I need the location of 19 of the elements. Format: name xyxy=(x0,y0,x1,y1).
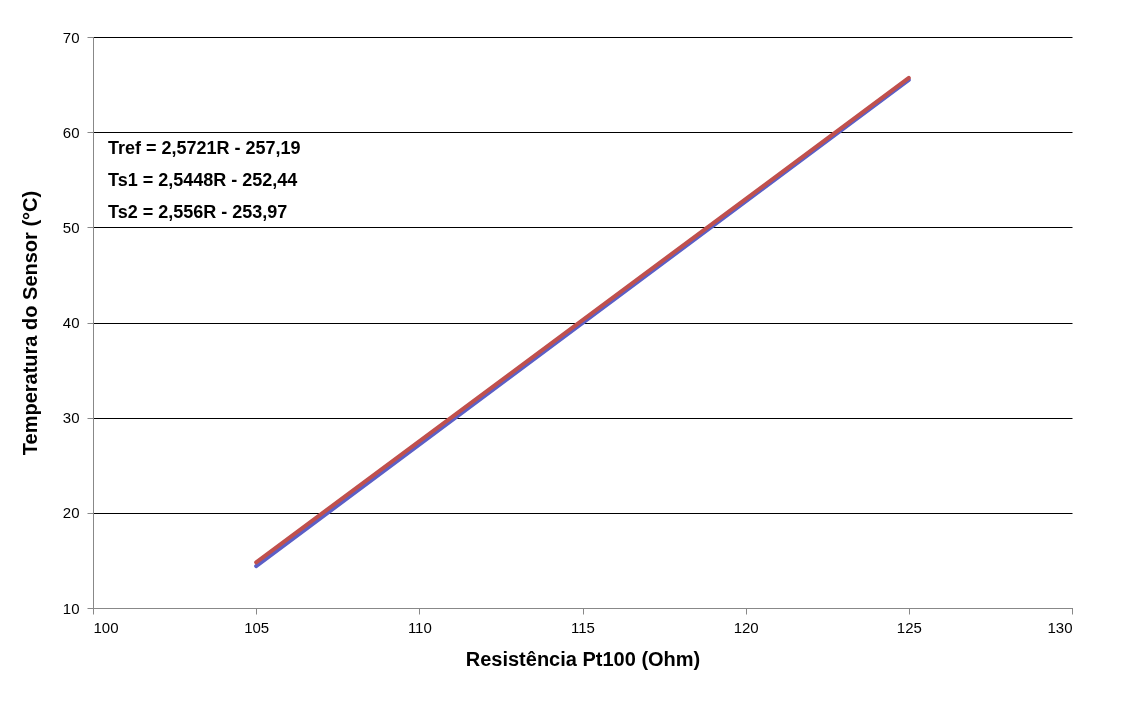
x-tick-label: 130 xyxy=(1047,618,1073,636)
y-tick-label: 50 xyxy=(62,218,80,236)
y-tick-label: 70 xyxy=(62,28,80,46)
y-axis-title: Temperatura do Sensor (°C) xyxy=(18,190,41,456)
annotation: Ts2 = 2,556R - 253,97 xyxy=(108,202,288,222)
x-axis-title: Resistência Pt100 (Ohm) xyxy=(465,647,701,670)
x-tick-label: 105 xyxy=(244,618,270,636)
x-tick-label: 100 xyxy=(93,618,119,636)
x-tick-label: 110 xyxy=(407,618,432,636)
y-tick-label: 20 xyxy=(62,504,80,522)
x-tick-label: 115 xyxy=(571,618,595,636)
x-tick-label: 125 xyxy=(896,618,922,636)
annotation: Tref = 2,5721R - 257,19 xyxy=(108,138,301,158)
x-tick-label: 120 xyxy=(733,618,759,636)
annotation: Ts1 = 2,5448R - 252,44 xyxy=(108,170,298,190)
y-tick-label: 40 xyxy=(62,314,80,331)
y-tick-label: 10 xyxy=(62,599,80,617)
y-tick-label: 60 xyxy=(62,123,80,141)
y-tick-label: 30 xyxy=(62,409,80,427)
